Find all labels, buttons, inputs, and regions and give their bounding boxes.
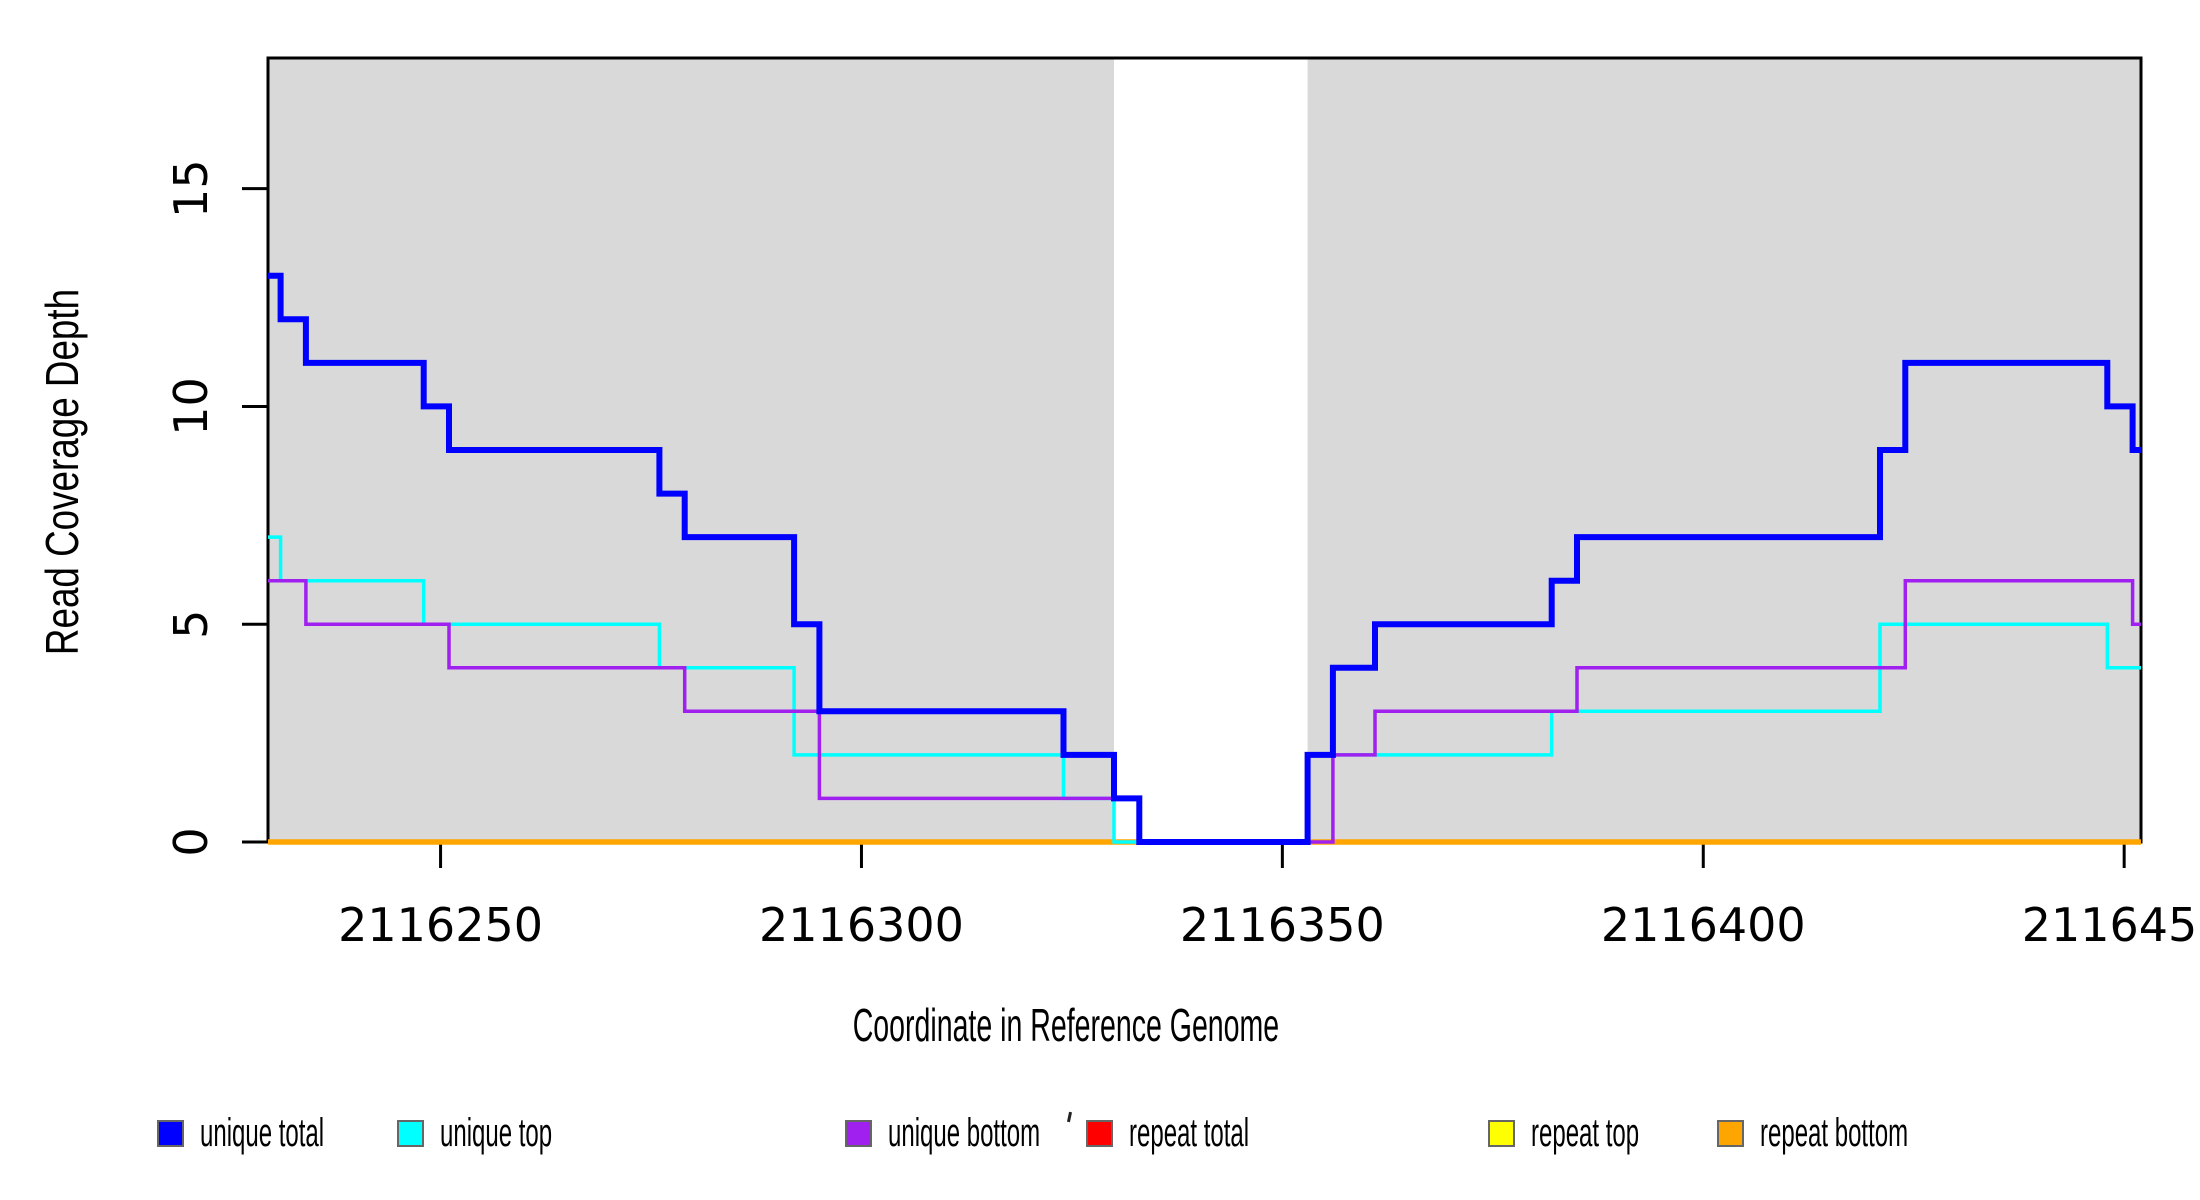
y-axis-title: Read Coverage Depth	[36, 288, 88, 656]
shaded-region	[1307, 58, 2141, 842]
x-tick-label: 2116400	[1601, 898, 1806, 952]
x-axis-title-wrap: Coordinate in Reference Genome	[0, 998, 2132, 1052]
shaded-region	[268, 58, 1115, 842]
y-tick-label: 10	[164, 377, 218, 436]
y-tick-label: 5	[164, 610, 218, 639]
y-tick-label: 0	[164, 827, 218, 856]
x-tick-label: 2116350	[1180, 898, 1385, 952]
x-tick-label: 2116250	[338, 898, 543, 952]
y-tick-label: 15	[164, 159, 218, 218]
x-axis-title: Coordinate in Reference Genome	[852, 999, 1280, 1051]
x-tick-label: 2116300	[759, 898, 964, 952]
series-unique-total	[268, 272, 2141, 845]
